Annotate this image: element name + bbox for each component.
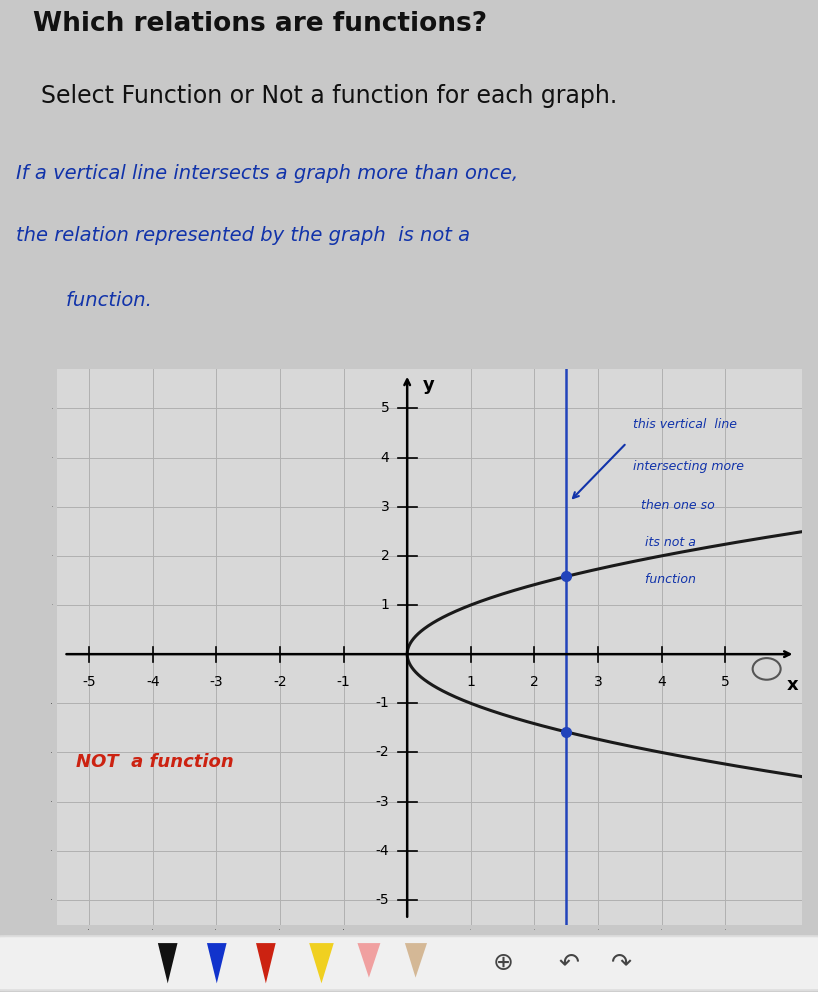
Text: the relation represented by the graph  is not a: the relation represented by the graph is… — [16, 226, 470, 245]
Text: -5: -5 — [83, 675, 96, 688]
Text: -4: -4 — [146, 675, 160, 688]
Text: its not a: its not a — [633, 536, 696, 550]
Polygon shape — [357, 943, 380, 978]
Text: -3: -3 — [375, 795, 389, 808]
Text: ↷: ↷ — [611, 951, 632, 975]
Text: ↶: ↶ — [558, 951, 579, 975]
Polygon shape — [405, 943, 427, 978]
Text: -4: -4 — [375, 844, 389, 858]
Text: -5: -5 — [375, 893, 389, 907]
Text: x: x — [786, 677, 798, 694]
Text: -3: -3 — [209, 675, 223, 688]
Text: Functio: Functio — [702, 377, 794, 397]
Text: ⊕: ⊕ — [492, 951, 514, 975]
Text: -2: -2 — [273, 675, 287, 688]
Polygon shape — [309, 943, 334, 983]
Text: 1: 1 — [380, 598, 389, 612]
Text: function: function — [633, 573, 696, 586]
Polygon shape — [207, 943, 227, 983]
Text: this vertical  line: this vertical line — [633, 419, 737, 432]
Text: If a vertical line intersects a graph more than once,: If a vertical line intersects a graph mo… — [16, 164, 519, 183]
Text: NOT  a function: NOT a function — [76, 753, 234, 772]
Polygon shape — [256, 943, 276, 983]
Text: 5: 5 — [721, 675, 730, 688]
Text: 4: 4 — [380, 450, 389, 464]
FancyBboxPatch shape — [0, 936, 818, 990]
Text: then one so: then one so — [633, 499, 715, 512]
Text: Select Function or Not a function for each graph.: Select Function or Not a function for ea… — [41, 83, 617, 108]
Text: 1: 1 — [466, 675, 475, 688]
Text: 3: 3 — [594, 675, 602, 688]
Text: 5: 5 — [380, 402, 389, 416]
Text: y: y — [423, 376, 435, 395]
Text: function.: function. — [41, 292, 152, 310]
Text: 2: 2 — [380, 549, 389, 562]
Text: intersecting more: intersecting more — [633, 460, 744, 473]
Text: -2: -2 — [375, 745, 389, 760]
Text: Which relations are functions?: Which relations are functions? — [33, 11, 487, 37]
Polygon shape — [158, 943, 178, 983]
Text: 2: 2 — [530, 675, 539, 688]
Text: -1: -1 — [375, 696, 389, 710]
Text: 3: 3 — [380, 500, 389, 514]
Text: -1: -1 — [337, 675, 350, 688]
Text: 4: 4 — [658, 675, 666, 688]
